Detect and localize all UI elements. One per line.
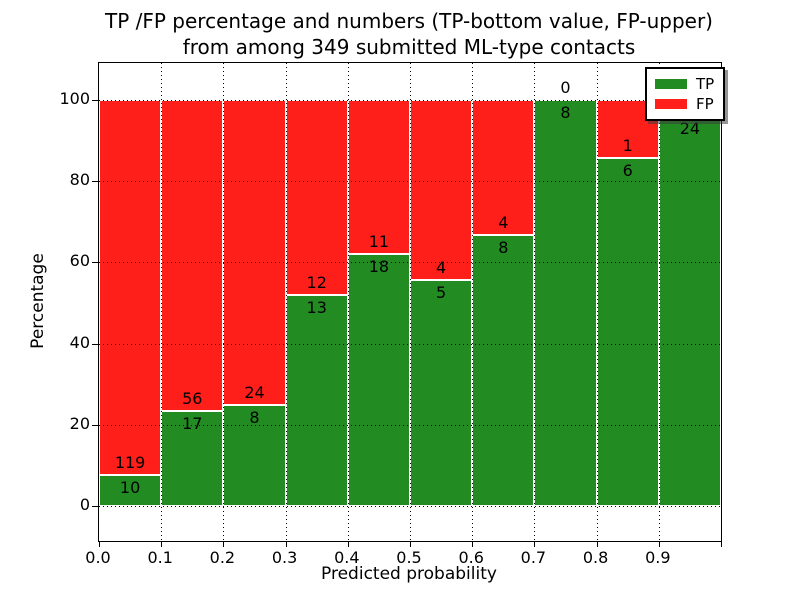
bar-count-label-tp: 8: [560, 102, 571, 122]
y-tick-label: 80: [69, 170, 90, 190]
x-tick-label: 0.9: [645, 548, 671, 567]
y-tick-label: 20: [69, 413, 90, 433]
bar-count-label-fp: 56: [182, 389, 203, 409]
fp-swatch-icon: [655, 99, 687, 109]
legend-item-fp: FP: [655, 94, 714, 114]
bar-count-label-tp: 8: [249, 407, 260, 427]
legend-label-tp: TP: [696, 75, 715, 93]
gridline-v: [410, 63, 411, 541]
bar-count-label-fp: 1: [622, 135, 633, 155]
bar-count-label-tp: 8: [498, 238, 509, 258]
bar-segment-fp: [410, 99, 473, 281]
bar-count-label-fp: 11: [368, 231, 390, 251]
bar-count-label-tp: 18: [368, 256, 390, 276]
bar-segment-tp: [410, 280, 473, 507]
x-tick-mark: [596, 541, 598, 547]
bar-count-label-fp: 24: [244, 382, 265, 402]
y-axis-label: Percentage: [28, 253, 48, 349]
x-tick-mark: [223, 541, 225, 547]
x-axis-label: Predicted probability: [321, 564, 497, 584]
y-tick-mark: [92, 424, 98, 426]
tp-swatch-icon: [655, 79, 687, 89]
x-tick-mark: [99, 541, 100, 547]
legend-item-tp: TP: [655, 74, 714, 94]
bar-count-label-tp: 6: [622, 160, 633, 180]
gridline-v: [285, 63, 287, 541]
x-tick-mark: [472, 541, 474, 547]
x-tick-label: 0.7: [520, 548, 547, 567]
bar-segment-fp: [161, 99, 224, 412]
chart-title-line1: TP /FP percentage and numbers (TP-bottom…: [105, 9, 713, 33]
bar-count-label-fp: 4: [498, 213, 509, 233]
x-tick-label: 0.8: [582, 548, 609, 567]
y-tick-mark: [92, 506, 98, 508]
chart-title-line2: from among 349 submitted ML-type contact…: [182, 35, 636, 59]
x-tick-mark: [347, 541, 349, 547]
bar-count-label-tp: 24: [679, 119, 701, 139]
x-tick-label: 0.2: [209, 548, 236, 567]
x-tick-mark: [721, 541, 722, 547]
legend: TP FP: [645, 67, 726, 121]
gridline-v: [658, 63, 660, 541]
bar-count-label-tp: 5: [436, 283, 447, 303]
bar-count-label-fp: 0: [560, 77, 571, 97]
x-tick-mark: [161, 541, 163, 547]
bar-segment-tp: [99, 474, 162, 507]
bar-segment-fp: [472, 99, 535, 236]
bar-count-label-tp: 10: [119, 477, 141, 497]
y-tick-label: 60: [69, 251, 90, 271]
x-tick-label: 0.0: [85, 548, 111, 567]
bar-segment-fp: [347, 99, 410, 254]
y-tick-label: 100: [59, 88, 90, 108]
x-tick-label: 0.4: [334, 548, 360, 567]
x-tick-mark: [658, 541, 660, 547]
bar-count-label-tp: 17: [182, 414, 203, 434]
bar-segment-fp: [99, 99, 162, 475]
plot-area: 119 10 56 17 24 8 12 13 11 18 4 5 4 8 0 8 1 6 24: [92, 62, 722, 547]
chart-title: TP /FP percentage and numbers (TP-bottom…: [98, 8, 720, 60]
bar-count-label-fp: 12: [306, 272, 327, 292]
gridline-v: [223, 63, 225, 541]
x-tick-mark: [534, 541, 536, 547]
y-tick-mark: [92, 343, 98, 345]
gridline-v: [596, 63, 598, 541]
gridline-v: [472, 63, 474, 541]
grid-layer: [99, 63, 721, 541]
bar-count-label-fp: 4: [436, 258, 447, 278]
gridline-v: [347, 63, 349, 541]
bar-segment-fp: [223, 99, 286, 405]
x-tick-label: 0.1: [147, 548, 173, 567]
legend-label-fp: FP: [696, 95, 714, 113]
bar-count-label-fp: 119: [114, 452, 146, 472]
x-tick-mark: [285, 541, 287, 547]
x-tick-label: 0.3: [271, 548, 298, 567]
y-tick-label: 0: [79, 495, 90, 515]
tick-marks-layer: [92, 63, 722, 547]
gridline-v: [534, 63, 536, 541]
x-tick-mark: [410, 541, 411, 547]
bar-segment-tp: [596, 157, 659, 507]
x-tick-label: 0.5: [396, 548, 422, 567]
y-tick-mark: [92, 262, 98, 264]
bar-count-label-tp: 13: [306, 297, 327, 317]
bar-labels-layer: 119 10 56 17 24 8 12 13 11 18 4 5 4 8 0 8 1 6 24: [99, 63, 721, 541]
y-tick-mark: [92, 181, 98, 183]
bars-layer: [99, 63, 721, 541]
y-tick-label: 40: [69, 332, 90, 352]
x-tick-label: 0.6: [458, 548, 484, 567]
y-tick-mark: [92, 99, 98, 101]
gridline-v: [161, 63, 163, 541]
